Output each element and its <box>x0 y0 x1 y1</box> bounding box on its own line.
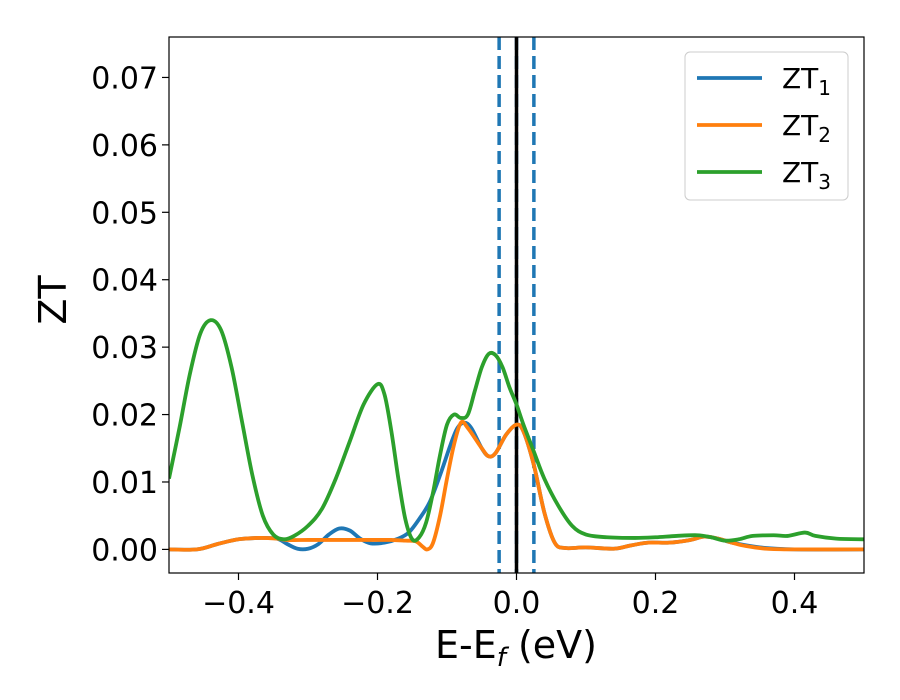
legend-label-subscript: 3 <box>818 170 831 194</box>
series-line-zt3 <box>169 318 864 543</box>
x-tick-label: 0.0 <box>493 586 541 621</box>
y-tick-label: 0.00 <box>91 533 158 568</box>
y-tick-label: 0.05 <box>91 196 158 231</box>
y-tick-label: 0.07 <box>91 61 158 96</box>
x-tick-label: 0.2 <box>632 586 680 621</box>
x-axis-label: E-Ef (eV) <box>435 623 597 673</box>
legend-label-zt3: ZT3 <box>782 156 831 194</box>
y-tick-label: 0.01 <box>91 466 158 501</box>
y-tick-label: 0.02 <box>91 399 158 434</box>
x-tick-label: −0.2 <box>341 586 414 621</box>
x-tick-label: −0.4 <box>202 586 275 621</box>
series-lines <box>169 318 864 552</box>
x-axis-label-unit: (eV) <box>506 623 597 667</box>
legend: ZT1 ZT2 ZT3 <box>684 51 849 201</box>
x-axis-ticks: −0.4 −0.2 0.0 0.2 0.4 <box>202 573 818 621</box>
y-axis-ticks: 0.00 0.01 0.02 0.03 0.04 0.05 0.06 0.07 <box>91 61 169 568</box>
y-tick-label: 0.06 <box>91 129 158 164</box>
y-tick-label: 0.03 <box>91 331 158 366</box>
legend-label-subscript: 2 <box>818 123 831 147</box>
y-axis-label: ZT <box>31 275 75 325</box>
legend-label-zt2: ZT2 <box>782 109 831 147</box>
series-line-zt2 <box>169 419 864 552</box>
legend-label-subscript: 1 <box>818 76 831 100</box>
x-tick-label: 0.4 <box>771 586 819 621</box>
legend-box <box>684 51 849 201</box>
reference-lines <box>497 37 536 573</box>
legend-label-zt1: ZT1 <box>782 62 831 100</box>
y-tick-label: 0.04 <box>91 264 158 299</box>
